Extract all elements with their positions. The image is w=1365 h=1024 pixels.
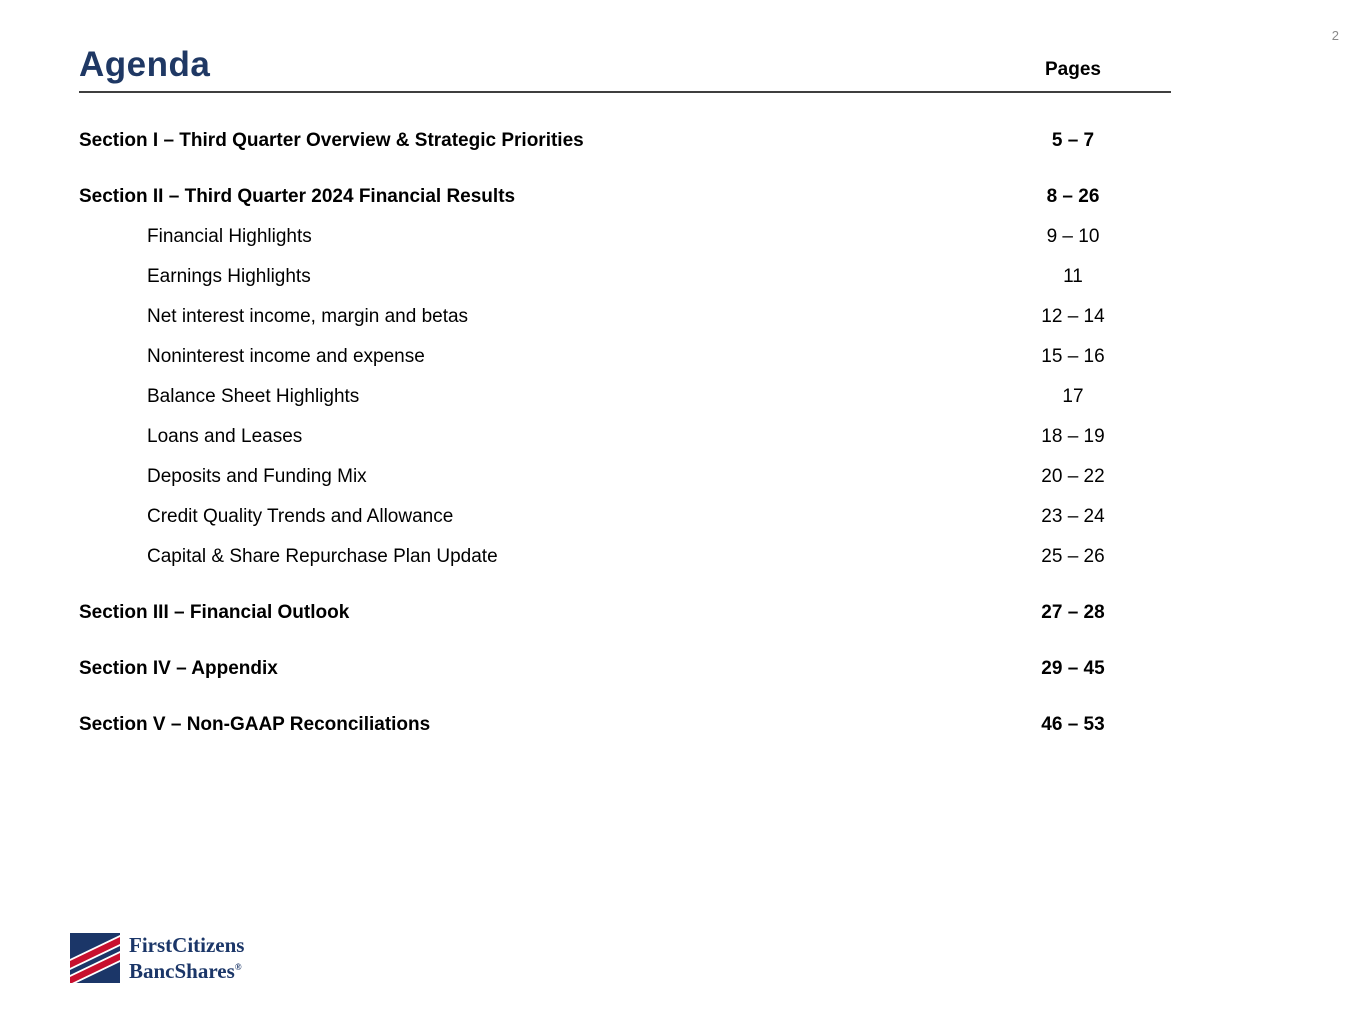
toc-item-label: Section V – Non-GAAP Reconciliations [79, 714, 431, 735]
table-of-contents: Section I – Third Quarter Overview & Str… [79, 130, 1171, 736]
toc-item-label: Section III – Financial Outlook [79, 602, 350, 623]
registered-mark: ® [234, 962, 242, 972]
logo-line-bancshares: BancShares® [129, 959, 242, 983]
toc-item-label: Net interest income, margin and betas [147, 306, 469, 327]
toc-row-sub-deposits-funding: Deposits and Funding Mix 20 – 22 [79, 466, 1171, 488]
toc-item-pages: 23 – 24 [1041, 506, 1105, 527]
toc-item-pages: 12 – 14 [1041, 306, 1105, 327]
pages-column-header: Pages [1045, 59, 1101, 80]
slide-page-number: 2 [1331, 28, 1339, 43]
toc-row-sub-earnings-highlights: Earnings Highlights 11 [79, 266, 1171, 288]
company-logo-text: FirstCitizens BancShares® [129, 934, 244, 982]
toc-item-label: Section II – Third Quarter 2024 Financia… [79, 186, 516, 207]
agenda-header: Agenda Pages [79, 46, 1171, 93]
toc-item-pages: 17 [1062, 386, 1084, 407]
toc-row-section-4: Section IV – Appendix 29 – 45 [79, 658, 1171, 680]
toc-item-label: Financial Highlights [147, 226, 312, 247]
agenda-content: Agenda Pages Section I – Third Quarter O… [79, 46, 1171, 736]
toc-item-pages: 29 – 45 [1041, 658, 1105, 679]
toc-item-label: Deposits and Funding Mix [147, 466, 367, 487]
toc-item-label: Section IV – Appendix [79, 658, 278, 679]
company-logo: FirstCitizens BancShares® [70, 933, 244, 983]
toc-item-label: Earnings Highlights [147, 266, 311, 287]
toc-row-sub-balance-sheet: Balance Sheet Highlights 17 [79, 386, 1171, 408]
toc-item-pages: 15 – 16 [1041, 346, 1105, 367]
toc-item-pages: 11 [1063, 266, 1083, 287]
toc-row-section-5: Section V – Non-GAAP Reconciliations 46 … [79, 714, 1171, 736]
toc-row-section-2: Section II – Third Quarter 2024 Financia… [79, 186, 1171, 208]
toc-row-sub-loans-leases: Loans and Leases 18 – 19 [79, 426, 1171, 448]
toc-item-pages: 5 – 7 [1051, 130, 1095, 151]
toc-row-sub-noninterest-income: Noninterest income and expense 15 – 16 [79, 346, 1171, 368]
toc-item-label: Balance Sheet Highlights [147, 386, 360, 407]
toc-item-pages: 27 – 28 [1041, 602, 1105, 623]
toc-row-sub-financial-highlights: Financial Highlights 9 – 10 [79, 226, 1171, 248]
toc-item-label: Credit Quality Trends and Allowance [147, 506, 454, 527]
toc-item-label: Noninterest income and expense [147, 346, 425, 367]
logo-line-firstcitizens: FirstCitizens [129, 933, 245, 957]
toc-item-pages: 46 – 53 [1041, 714, 1105, 735]
toc-item-pages: 18 – 19 [1041, 426, 1105, 447]
toc-item-pages: 8 – 26 [1046, 186, 1100, 207]
toc-item-label: Capital & Share Repurchase Plan Update [147, 546, 498, 567]
toc-item-pages: 9 – 10 [1046, 226, 1100, 247]
firstcitizens-flag-icon [70, 933, 120, 983]
toc-item-label: Loans and Leases [147, 426, 303, 447]
toc-item-label: Section I – Third Quarter Overview & Str… [79, 130, 584, 151]
toc-item-pages: 20 – 22 [1041, 466, 1105, 487]
page-title: Agenda [79, 45, 211, 84]
toc-row-sub-capital-repurchase: Capital & Share Repurchase Plan Update 2… [79, 546, 1171, 568]
toc-item-pages: 25 – 26 [1041, 546, 1105, 567]
toc-row-section-1: Section I – Third Quarter Overview & Str… [79, 130, 1171, 152]
toc-row-section-3: Section III – Financial Outlook 27 – 28 [79, 602, 1171, 624]
toc-row-sub-net-interest-income: Net interest income, margin and betas 12… [79, 306, 1171, 328]
toc-row-sub-credit-quality: Credit Quality Trends and Allowance 23 –… [79, 506, 1171, 528]
